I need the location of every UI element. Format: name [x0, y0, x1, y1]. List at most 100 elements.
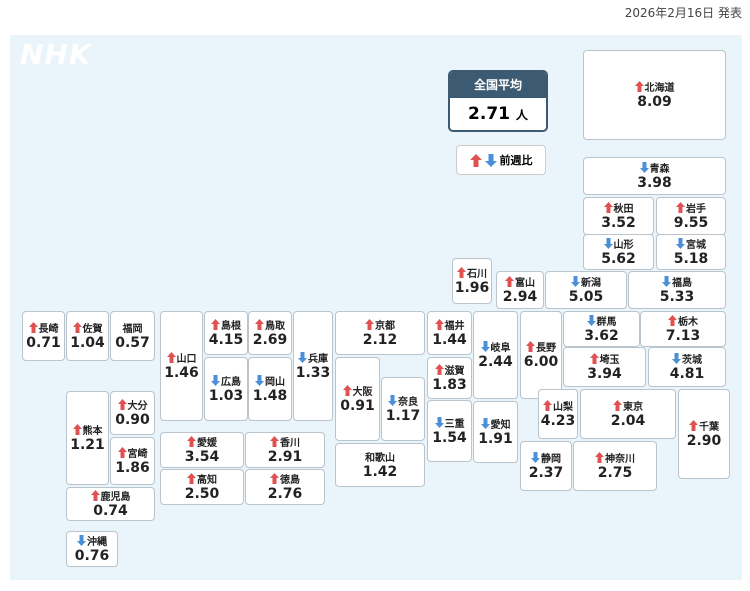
prefecture-name: 長野 [536, 343, 556, 354]
prefecture-tile: 富山 2.94 [496, 271, 544, 309]
prefecture-header: 栃木 [668, 313, 698, 328]
prefecture-value: 2.75 [597, 465, 633, 481]
prefecture-header: 奈良 [388, 393, 418, 408]
prefecture-tile: 静岡 2.37 [520, 441, 572, 491]
trend-up-arrow [603, 202, 613, 213]
prefecture-tile: 千葉 2.90 [678, 389, 730, 479]
prefecture-name: 滋賀 [444, 366, 465, 377]
prefecture-value: 0.76 [74, 548, 110, 564]
prefecture-value: 3.94 [587, 366, 622, 382]
trend-down-arrow [388, 395, 397, 406]
prefecture-value: 2.04 [610, 413, 646, 429]
prefecture-value: 3.52 [601, 215, 636, 231]
prefecture-value: 2.91 [267, 449, 303, 465]
national-average: 全国平均 2.71 人 [448, 70, 548, 132]
prefecture-name: 広島 [221, 377, 241, 388]
national-title: 全国平均 [450, 72, 546, 98]
prefecture-value: 1.17 [385, 408, 421, 424]
prefecture-name: 島根 [221, 321, 241, 332]
prefecture-value: 5.33 [659, 289, 695, 305]
prefecture-name: 千葉 [699, 422, 719, 433]
prefecture-name: 兵庫 [308, 354, 328, 365]
trend-down-arrow [586, 315, 596, 326]
prefecture-value: 1.44 [432, 332, 467, 348]
prefecture-tile: 山口 1.46 [160, 311, 203, 421]
prefecture-tile: 秋田 3.52 [583, 197, 654, 235]
prefecture-tile: 愛知 1.91 [473, 401, 518, 463]
trend-up-arrow [117, 399, 127, 410]
trend-up-arrow [676, 202, 685, 213]
prefecture-name: 奈良 [398, 397, 418, 408]
trend-up-arrow [72, 424, 82, 435]
trend-down-arrow [480, 418, 490, 429]
prefecture-value: 1.33 [295, 365, 331, 381]
prefecture-value: 1.86 [115, 460, 150, 476]
prefecture-value: 5.18 [673, 251, 709, 267]
prefecture-name: 富山 [515, 278, 535, 289]
prefecture-value: 1.03 [208, 388, 244, 404]
prefecture-tile: 滋賀 1.83 [427, 357, 472, 399]
prefecture-header: 島根 [211, 317, 241, 332]
prefecture-value: 0.91 [340, 398, 375, 414]
prefecture-name: 青森 [649, 164, 670, 175]
prefecture-value: 1.54 [432, 430, 467, 446]
prefecture-header: 山梨 [543, 398, 573, 413]
prefecture-header: 岡山 [255, 373, 285, 388]
prefecture-header: 福岡 [123, 320, 143, 335]
prefecture-header: 滋賀 [434, 362, 465, 377]
prefecture-header: 大分 [117, 397, 148, 412]
prefecture-header: 兵庫 [298, 350, 328, 365]
trend-up-arrow [270, 436, 279, 447]
prefecture-tile: 高知 2.50 [160, 469, 244, 505]
prefecture-value: 8.09 [637, 94, 672, 110]
trend-up-arrow [342, 385, 352, 396]
prefecture-name: 東京 [623, 402, 643, 413]
prefecture-name: 秋田 [613, 204, 634, 215]
trend-up-arrow [434, 319, 444, 330]
prefecture-name: 山形 [613, 240, 634, 251]
trend-up-arrow [255, 319, 264, 330]
prefecture-name: 神奈川 [605, 454, 635, 465]
trend-up-arrow [595, 452, 604, 463]
prefecture-name: 高知 [197, 475, 217, 486]
trend-up-arrow [211, 319, 220, 330]
prefecture-value: 0.74 [93, 503, 128, 519]
prefecture-value: 0.57 [115, 335, 150, 351]
prefecture-value: 1.21 [70, 437, 105, 453]
prefecture-name: 佐賀 [82, 324, 103, 335]
prefecture-name: 沖縄 [87, 537, 107, 548]
trend-down-arrow [211, 375, 220, 386]
prefecture-value: 0.90 [115, 412, 150, 428]
prefecture-name: 長崎 [38, 324, 59, 335]
prefecture-value: 2.44 [478, 354, 513, 370]
prefecture-name: 三重 [444, 419, 465, 430]
prefecture-header: 京都 [365, 317, 395, 332]
trend-up-arrow [689, 420, 698, 431]
trend-up-arrow [90, 490, 100, 501]
prefecture-tile: 島根 4.15 [204, 311, 248, 355]
prefecture-header: 鳥取 [255, 317, 285, 332]
prefecture-name: 香川 [280, 438, 300, 449]
prefecture-header: 新潟 [571, 274, 601, 289]
trend-down-arrow [672, 353, 681, 364]
prefecture-tile: 宮城 5.18 [656, 234, 726, 270]
date: 2026年2月16日 発表 [624, 6, 742, 20]
prefecture-header: 和歌山 [365, 449, 395, 464]
prefecture-header: 青森 [639, 160, 670, 175]
prefecture-tile: 栃木 7.13 [640, 311, 726, 347]
prefecture-header: 茨城 [672, 351, 702, 366]
prefecture-name: 宮崎 [127, 449, 148, 460]
prefecture-header: 山形 [603, 236, 634, 251]
prefecture-name: 愛媛 [197, 438, 217, 449]
prefecture-header: 山口 [166, 350, 197, 365]
prefecture-tile: 新潟 5.05 [545, 271, 627, 309]
prefecture-tile: 石川 1.96 [452, 258, 492, 304]
prefecture-tile: 沖縄 0.76 [66, 531, 118, 567]
prefecture-value: 9.55 [673, 215, 709, 231]
prefecture-value: 1.04 [70, 335, 105, 351]
prefecture-name: 福井 [444, 321, 465, 332]
prefecture-tile: 兵庫 1.33 [293, 311, 333, 421]
prefecture-tile: 長野 6.00 [520, 311, 562, 399]
prefecture-tile: 熊本 1.21 [66, 391, 109, 485]
